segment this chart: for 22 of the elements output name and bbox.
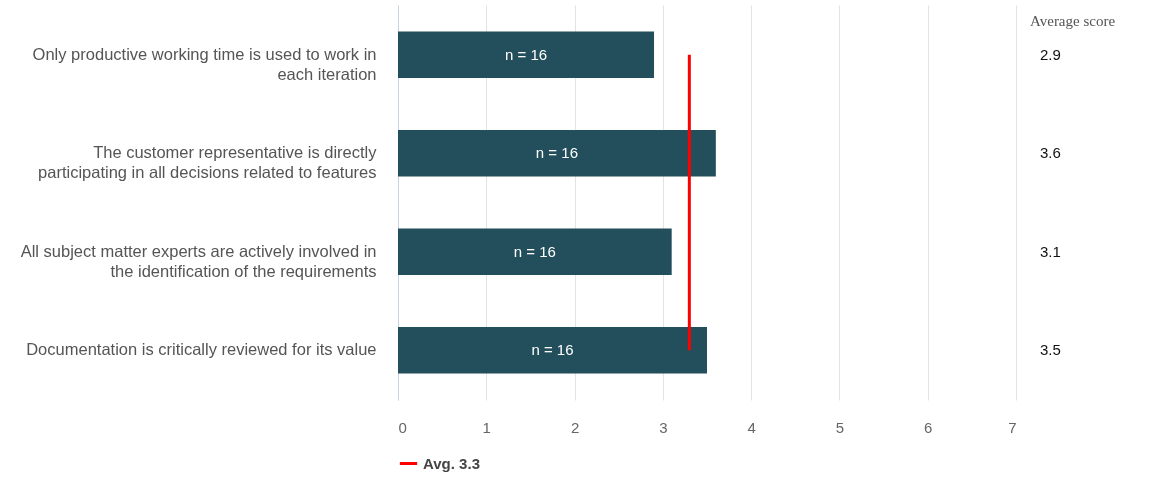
annotation: n = 16 xyxy=(535,144,578,162)
x-tick-label: 3 xyxy=(659,418,668,436)
y-tick-label: The customer representative is directly participating in all decisions related to features xyxy=(38,143,378,182)
x-tick-label: 1 xyxy=(482,418,491,436)
data-label: 3.6 xyxy=(1040,144,1061,162)
y-tick-label: Only productive working time is used to work in each iteration xyxy=(32,44,377,83)
annotation: n = 16 xyxy=(513,242,556,260)
text: Average score xyxy=(1030,13,1116,29)
y-tick-label: All subject matter experts are actively involved in the identification of the requirements xyxy=(20,241,377,280)
x-tick-label: 2 xyxy=(570,418,580,436)
data-label: 3.1 xyxy=(1040,242,1061,260)
x-tick-label: 4 xyxy=(747,418,756,436)
data-label: 2.9 xyxy=(1040,45,1061,63)
x-tick-label: 0 xyxy=(398,418,407,436)
x-tick-label: 6 xyxy=(924,418,933,436)
y-tick-label: Documentation is critically reviewed for its value xyxy=(26,340,377,359)
data-label: 3.5 xyxy=(1040,341,1061,359)
x-tick-label: 5 xyxy=(835,418,845,436)
annotation: n = 16 xyxy=(531,341,574,359)
annotation: n = 16 xyxy=(504,45,548,63)
legend-label: Avg. 3.3 xyxy=(423,454,480,472)
x-tick-label: 7 xyxy=(1008,418,1017,436)
